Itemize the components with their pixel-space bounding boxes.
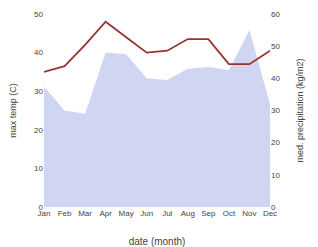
- svg-text:Feb: Feb: [58, 209, 72, 218]
- svg-text:10: 10: [271, 171, 280, 180]
- svg-text:20: 20: [271, 138, 280, 147]
- svg-text:10: 10: [34, 164, 43, 173]
- svg-text:May: May: [119, 209, 134, 218]
- svg-text:50: 50: [271, 42, 280, 51]
- svg-text:max temp (C): max temp (C): [8, 83, 18, 138]
- svg-text:Jul: Jul: [162, 209, 172, 218]
- svg-text:30: 30: [34, 87, 43, 96]
- svg-text:Aug: Aug: [181, 209, 195, 218]
- svg-text:40: 40: [271, 74, 280, 83]
- svg-text:Oct: Oct: [223, 209, 236, 218]
- svg-text:60: 60: [271, 10, 280, 19]
- svg-text:30: 30: [271, 106, 280, 115]
- svg-text:date (month): date (month): [129, 236, 186, 247]
- svg-text:Mar: Mar: [78, 209, 92, 218]
- svg-text:Nov: Nov: [242, 209, 256, 218]
- svg-text:Dec: Dec: [263, 209, 277, 218]
- svg-text:40: 40: [34, 48, 43, 57]
- svg-text:Jan: Jan: [38, 209, 51, 218]
- svg-text:Jun: Jun: [140, 209, 153, 218]
- svg-text:Sep: Sep: [201, 209, 216, 218]
- svg-text:50: 50: [34, 10, 43, 19]
- svg-text:med. precipitation (kg/m2): med. precipitation (kg/m2): [295, 58, 305, 162]
- svg-text:0: 0: [271, 203, 276, 212]
- svg-text:0: 0: [39, 203, 44, 212]
- svg-text:20: 20: [34, 126, 43, 135]
- svg-text:Apr: Apr: [99, 209, 112, 218]
